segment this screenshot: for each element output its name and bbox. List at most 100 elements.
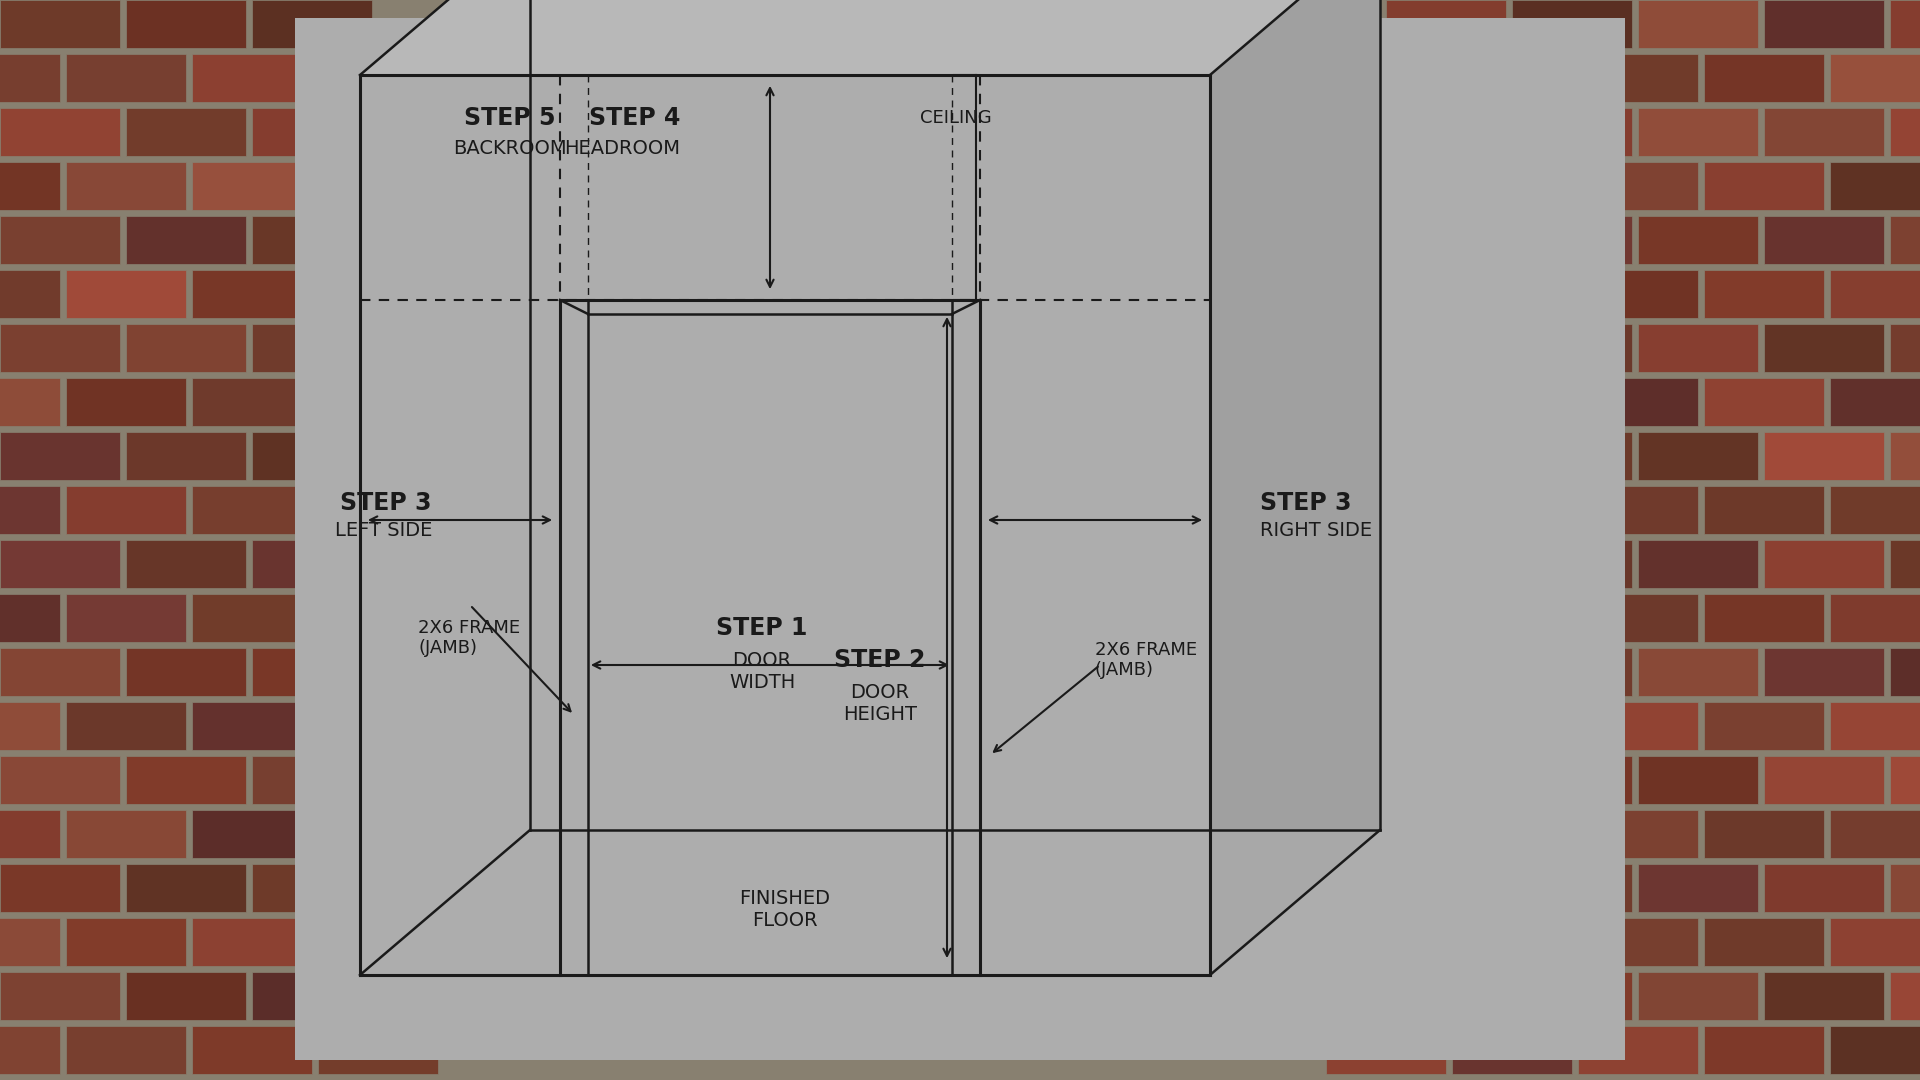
Bar [1452, 918, 1572, 966]
Bar [1638, 756, 1759, 804]
Bar [1386, 972, 1505, 1020]
Polygon shape [1210, 0, 1380, 975]
Bar [1889, 540, 1920, 588]
Bar [1327, 270, 1446, 318]
Bar [1638, 540, 1759, 588]
Bar [252, 324, 372, 372]
Bar [1578, 702, 1697, 750]
Bar [1260, 0, 1380, 48]
Text: LEFT SIDE: LEFT SIDE [334, 521, 432, 540]
Bar [1889, 756, 1920, 804]
Bar [1513, 972, 1632, 1020]
Bar [1705, 594, 1824, 642]
Bar [65, 810, 186, 858]
Bar [1830, 270, 1920, 318]
Bar [1830, 162, 1920, 210]
Bar [1327, 1026, 1446, 1074]
Polygon shape [361, 831, 1380, 975]
Bar [1386, 648, 1505, 696]
Bar [65, 594, 186, 642]
Bar [1830, 54, 1920, 102]
Bar [252, 0, 372, 48]
Polygon shape [361, 0, 1380, 75]
Bar [1889, 432, 1920, 480]
Bar [65, 378, 186, 426]
Bar [1889, 324, 1920, 372]
Bar [192, 1026, 311, 1074]
Bar [319, 594, 438, 642]
Bar [1578, 1026, 1697, 1074]
Bar [1386, 864, 1505, 912]
Bar [127, 864, 246, 912]
Bar [1764, 648, 1884, 696]
Bar [1386, 216, 1505, 264]
Bar [0, 378, 60, 426]
Bar [1327, 162, 1446, 210]
Bar [127, 216, 246, 264]
Bar [1386, 540, 1505, 588]
Bar [0, 918, 60, 966]
Bar [319, 918, 438, 966]
Bar [1705, 378, 1824, 426]
Bar [1889, 972, 1920, 1020]
Bar [319, 54, 438, 102]
Bar [1638, 108, 1759, 156]
Bar [127, 540, 246, 588]
Bar [1830, 486, 1920, 534]
Bar [252, 864, 372, 912]
Bar [1260, 540, 1380, 588]
Bar [1327, 918, 1446, 966]
Bar [252, 108, 372, 156]
Bar [1705, 1026, 1824, 1074]
Bar [1513, 108, 1632, 156]
Bar [1327, 378, 1446, 426]
Bar [1452, 162, 1572, 210]
Bar [1513, 324, 1632, 372]
Bar [1578, 810, 1697, 858]
Bar [1889, 648, 1920, 696]
Bar [0, 972, 119, 1020]
Bar [1327, 54, 1446, 102]
Bar [1578, 54, 1697, 102]
Bar [1764, 864, 1884, 912]
Bar [0, 270, 60, 318]
Bar [127, 432, 246, 480]
Bar [1889, 0, 1920, 48]
Bar [127, 972, 246, 1020]
Bar [0, 162, 60, 210]
Text: STEP 2: STEP 2 [835, 648, 925, 672]
Bar [1638, 648, 1759, 696]
Bar [65, 702, 186, 750]
Bar [1638, 432, 1759, 480]
Bar [361, 75, 1210, 975]
Bar [1705, 270, 1824, 318]
Text: HEADROOM: HEADROOM [564, 138, 680, 158]
Bar [1452, 702, 1572, 750]
Bar [1260, 756, 1380, 804]
Bar [1452, 1026, 1572, 1074]
Bar [127, 0, 246, 48]
Bar [252, 216, 372, 264]
Bar [1452, 810, 1572, 858]
Bar [252, 432, 372, 480]
Bar [192, 486, 311, 534]
Bar [0, 648, 119, 696]
Bar [1764, 324, 1884, 372]
Bar [1764, 756, 1884, 804]
Bar [0, 0, 119, 48]
Bar [192, 702, 311, 750]
Bar [1386, 432, 1505, 480]
Bar [65, 270, 186, 318]
Bar [1578, 918, 1697, 966]
Bar [192, 270, 311, 318]
Bar [1764, 0, 1884, 48]
Text: STEP 3: STEP 3 [340, 491, 432, 515]
Bar [1830, 594, 1920, 642]
Text: RIGHT SIDE: RIGHT SIDE [1260, 521, 1373, 540]
Bar [0, 810, 60, 858]
Bar [1578, 270, 1697, 318]
Bar [0, 324, 119, 372]
Bar [1513, 0, 1632, 48]
Bar [192, 162, 311, 210]
Bar [0, 594, 60, 642]
